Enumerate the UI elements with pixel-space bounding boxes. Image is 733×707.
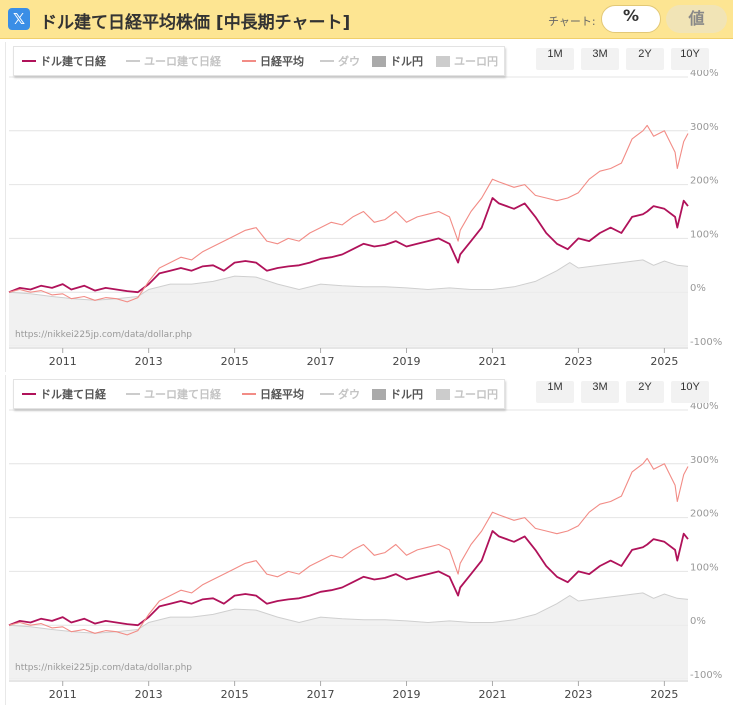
y-tick-label: -100% xyxy=(690,670,722,681)
legend-item[interactable]: ユーロ建て日経 xyxy=(126,47,221,75)
series-line xyxy=(8,124,689,303)
chart-legend: ドル建て日経 ユーロ建て日経 日経平均 ダウ ドル円 ユーロ円 xyxy=(13,46,505,76)
legend-item[interactable]: ドル建て日経 xyxy=(22,47,106,75)
x-tick-label: 2013 xyxy=(135,688,163,701)
legend-label: ダウ xyxy=(338,55,360,68)
legend-swatch xyxy=(320,60,334,62)
percent-mode-button[interactable]: % xyxy=(601,5,661,33)
legend-label: ドル建て日経 xyxy=(40,388,106,401)
legend-swatch xyxy=(436,388,450,400)
chart-frame xyxy=(5,375,731,705)
legend-label: ユーロ建て日経 xyxy=(144,388,221,401)
legend-item[interactable]: ドル円 xyxy=(372,47,423,75)
x-tick-label: 2017 xyxy=(307,355,335,368)
chart-panel-2: ドル建て日経 ユーロ建て日経 日経平均 ダウ ドル円 ユーロ円 1M 3M 2Y 10Y … xyxy=(5,375,730,705)
y-tick-label: -100% xyxy=(690,337,722,348)
y-tick-label: 100% xyxy=(690,229,719,240)
y-tick-label: 0% xyxy=(690,616,706,627)
series-area-edge xyxy=(8,259,689,301)
title-bar: 𝕏 ドル建て日経平均株価 [中長期チャート] チャート: % 値 xyxy=(0,0,733,39)
x-tick-label: 2023 xyxy=(564,355,592,368)
x-tick-label: 2019 xyxy=(393,355,421,368)
x-tick-label: 2011 xyxy=(49,688,77,701)
legend-item[interactable]: ユーロ円 xyxy=(436,380,498,408)
y-tick-label: 200% xyxy=(690,509,719,520)
range-1m-button[interactable]: 1M xyxy=(536,381,574,403)
x-tick-label: 2019 xyxy=(393,688,421,701)
y-tick-label: 400% xyxy=(690,401,719,412)
series-area-dollar-yen xyxy=(9,259,688,346)
y-tick-label: 300% xyxy=(690,122,719,133)
range-2y-button[interactable]: 2Y xyxy=(626,381,664,403)
x-icon[interactable]: 𝕏 xyxy=(8,8,30,30)
legend-label: ユーロ建て日経 xyxy=(144,55,221,68)
legend-item[interactable]: 日経平均 xyxy=(242,47,304,75)
y-tick-label: 300% xyxy=(690,455,719,466)
range-3m-button[interactable]: 3M xyxy=(581,381,619,403)
x-tick-label: 2015 xyxy=(221,355,249,368)
legend-swatch xyxy=(126,60,140,62)
chart-plot: 400% 300% 200% 100% 0% -100% 2011 2013 2015 2017 2… xyxy=(8,401,722,701)
legend-swatch xyxy=(126,393,140,395)
y-tick-label: 200% xyxy=(690,176,719,187)
legend-label: ドル円 xyxy=(390,388,423,401)
value-mode-button[interactable]: 値 xyxy=(666,5,727,33)
x-tick-label: 2011 xyxy=(49,355,77,368)
legend-item[interactable]: 日経平均 xyxy=(242,380,304,408)
chart-legend: ドル建て日経 ユーロ建て日経 日経平均 ダウ ドル円 ユーロ円 xyxy=(13,379,505,409)
legend-item[interactable]: ユーロ建て日経 xyxy=(126,380,221,408)
legend-swatch xyxy=(372,388,386,400)
range-2y-button[interactable]: 2Y xyxy=(626,48,664,70)
series-line xyxy=(8,457,689,636)
x-tick-label: 2025 xyxy=(650,355,678,368)
legend-label: ユーロ円 xyxy=(454,388,498,401)
x-tick-label: 2023 xyxy=(564,688,592,701)
series-line xyxy=(8,530,689,627)
legend-item[interactable]: ユーロ円 xyxy=(436,47,498,75)
legend-swatch xyxy=(320,393,334,395)
chart-plot: 400% 300% 200% 100% 0% -100% 2011 2013 2015 2017 2… xyxy=(8,68,722,368)
source-url: https://nikkei225jp.com/data/dollar.php xyxy=(15,663,193,673)
legend-label: ドル建て日経 xyxy=(40,55,106,68)
chart-frame xyxy=(5,42,731,372)
x-tick-label: 2017 xyxy=(307,688,335,701)
page-title: ドル建て日経平均株価 [中長期チャート] xyxy=(40,13,351,33)
y-tick-label: 100% xyxy=(690,562,719,573)
legend-swatch xyxy=(242,60,256,62)
source-url: https://nikkei225jp.com/data/dollar.php xyxy=(15,330,193,340)
x-tick-label: 2025 xyxy=(650,688,678,701)
legend-label: ダウ xyxy=(338,388,360,401)
legend-item[interactable]: ダウ xyxy=(320,380,360,408)
x-tick-label: 2013 xyxy=(135,355,163,368)
x-tick-label: 2021 xyxy=(478,688,506,701)
range-3m-button[interactable]: 3M xyxy=(581,48,619,70)
legend-item[interactable]: ドル建て日経 xyxy=(22,380,106,408)
chart-mode-label: チャート: xyxy=(548,15,596,28)
legend-swatch xyxy=(22,60,36,62)
legend-item[interactable]: ダウ xyxy=(320,47,360,75)
legend-swatch xyxy=(372,55,386,67)
legend-swatch xyxy=(242,393,256,395)
x-tick-label: 2021 xyxy=(478,355,506,368)
legend-label: 日経平均 xyxy=(260,55,304,68)
y-tick-label: 400% xyxy=(690,68,719,79)
series-line xyxy=(8,197,689,294)
series-area-edge xyxy=(8,592,689,634)
legend-label: 日経平均 xyxy=(260,388,304,401)
legend-swatch xyxy=(22,393,36,395)
y-tick-label: 0% xyxy=(690,283,706,294)
legend-label: ユーロ円 xyxy=(454,55,498,68)
chart-panel-1: ドル建て日経 ユーロ建て日経 日経平均 ダウ ドル円 ユーロ円 1M 3M 2Y 10Y … xyxy=(5,42,730,372)
range-10y-button[interactable]: 10Y xyxy=(671,48,709,70)
legend-swatch xyxy=(436,55,450,67)
x-tick-label: 2015 xyxy=(221,688,249,701)
series-area-dollar-yen xyxy=(9,592,688,679)
range-1m-button[interactable]: 1M xyxy=(536,48,574,70)
legend-item[interactable]: ドル円 xyxy=(372,380,423,408)
range-10y-button[interactable]: 10Y xyxy=(671,381,709,403)
legend-label: ドル円 xyxy=(390,55,423,68)
